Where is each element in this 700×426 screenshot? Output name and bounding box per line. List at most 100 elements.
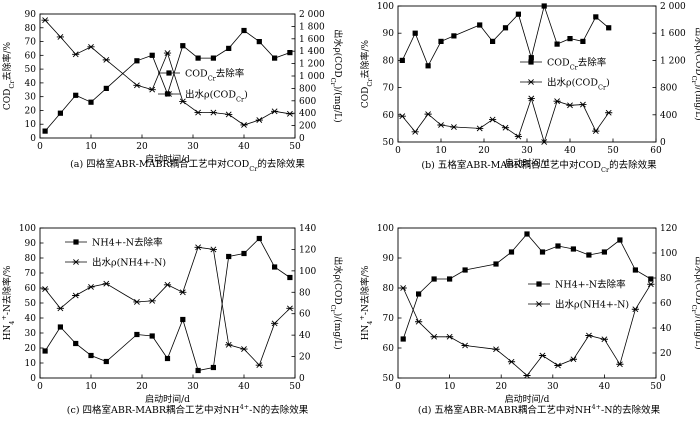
data-point: [225, 341, 233, 348]
y-left-tick-label: 10: [25, 120, 37, 130]
data-point: [555, 243, 561, 249]
data-point: [180, 43, 186, 49]
x-tick-label: 10: [444, 382, 456, 392]
data-point: [647, 281, 655, 288]
data-point: [57, 110, 63, 116]
data-point: [195, 55, 201, 61]
y-left-tick-label: 20: [25, 106, 37, 116]
data-point: [41, 17, 49, 24]
legend-marker: [165, 91, 173, 97]
y-left-axis-label: HN4+-N去除率/%: [0, 265, 16, 340]
chart-2: 0 10 20 30 40 50 60 50 60 70 80 90 100 0 400 800 1 200 1 …: [359, 2, 700, 174]
y-right-tick-label: 200: [299, 122, 316, 132]
plot-frame: [39, 227, 296, 379]
data-point: [102, 280, 110, 287]
data-point: [87, 43, 95, 50]
x-tick-label: 50: [289, 382, 301, 392]
data-point: [164, 355, 171, 362]
data-point: [538, 352, 547, 359]
y-right-axis-label: 出水ρ(CODCr)/(mg/L): [329, 256, 344, 349]
legend-entry: CODCr去除率: [520, 57, 607, 72]
data-point: [541, 3, 547, 9]
data-point: [179, 98, 187, 105]
data-point: [438, 38, 444, 44]
data-point: [450, 124, 458, 130]
y-left-tick-label: 90: [25, 239, 37, 249]
y-left-tick-label: 20: [25, 344, 37, 354]
x-tick-label: 40: [564, 146, 576, 156]
legend-entry: 出水ρ(CODCr): [158, 89, 248, 104]
y-right-tick-label: 600: [299, 97, 316, 107]
legend-marker: [528, 59, 534, 65]
y-left-tick-label: 50: [383, 138, 395, 148]
y-left-axis-label: HN4+-N去除率/%: [358, 265, 374, 340]
y-right-tick-label: 0: [299, 374, 305, 384]
data-point: [579, 101, 587, 108]
data-point: [56, 305, 64, 312]
x-tick-label: 20: [495, 382, 507, 392]
series-1: [42, 235, 293, 374]
x-tick-label: 30: [547, 382, 559, 392]
series-1: [42, 27, 293, 134]
y-right-tick-label: 120: [299, 245, 316, 255]
data-point: [523, 372, 531, 379]
data-point: [149, 333, 155, 339]
series-line: [44, 29, 291, 132]
data-point: [412, 30, 418, 36]
data-point: [585, 332, 593, 339]
x-tick-label: 30: [187, 382, 199, 392]
series-line: [44, 246, 291, 366]
x-tick-label: 40: [238, 382, 250, 392]
data-point: [616, 361, 624, 368]
series-line: [44, 19, 290, 126]
legend-marker: [166, 70, 172, 76]
data-point: [163, 50, 172, 56]
legend-entry: 出水ρ(NH4+-N): [65, 257, 166, 269]
y-right-tick-label: 2 000: [660, 2, 686, 12]
plot-frame: [39, 13, 296, 139]
legend-marker: [527, 79, 535, 85]
y-left-tick-label: 80: [25, 24, 37, 34]
y-left-tick-label: 0: [30, 134, 36, 144]
data-point: [134, 331, 140, 338]
series-line: [402, 284, 652, 377]
series-line: [401, 4, 609, 67]
y-left-tick-label: 90: [383, 254, 395, 264]
data-point: [507, 358, 516, 365]
data-point: [271, 108, 279, 115]
data-point: [271, 320, 279, 327]
data-point: [415, 318, 423, 325]
y-right-tick-label: 60: [660, 299, 672, 309]
y-left-tick-label: 100: [19, 224, 36, 234]
y-right-tick-label: 40: [299, 331, 311, 341]
data-point: [148, 86, 156, 93]
caption: (d) 五格室ABR-MABR耦合工艺中对NH4+-N的去除效果: [418, 403, 661, 416]
y-right-tick-label: 1 800: [299, 22, 325, 32]
y-left-tick-label: 80: [25, 254, 37, 264]
data-point: [73, 340, 79, 347]
series-1: [400, 231, 654, 342]
data-point: [194, 244, 202, 251]
x-tick-label: 10: [85, 382, 97, 392]
y-right-tick-label: 1 600: [660, 29, 686, 39]
data-point: [632, 267, 638, 273]
y-right-tick-label: 60: [299, 310, 311, 320]
y-right-tick-label: 140: [299, 224, 316, 234]
x-axis-label: 启动时间/d: [505, 393, 550, 405]
x-tick-label: 50: [289, 142, 301, 152]
data-point: [148, 297, 156, 304]
legend-entry: 出水ρ(CODCr): [520, 77, 610, 92]
data-point: [42, 128, 48, 134]
y-left-tick-label: 40: [25, 314, 37, 324]
data-point: [42, 348, 48, 354]
data-point: [540, 139, 548, 145]
data-point: [477, 22, 483, 28]
x-tick-label: 60: [650, 146, 662, 156]
data-point: [554, 41, 560, 47]
y-right-tick-label: 1 000: [299, 72, 325, 82]
data-point: [528, 55, 534, 61]
data-point: [287, 50, 293, 56]
data-point: [425, 63, 431, 69]
data-point: [210, 364, 216, 371]
legend-label: CODCr去除率: [547, 57, 607, 72]
